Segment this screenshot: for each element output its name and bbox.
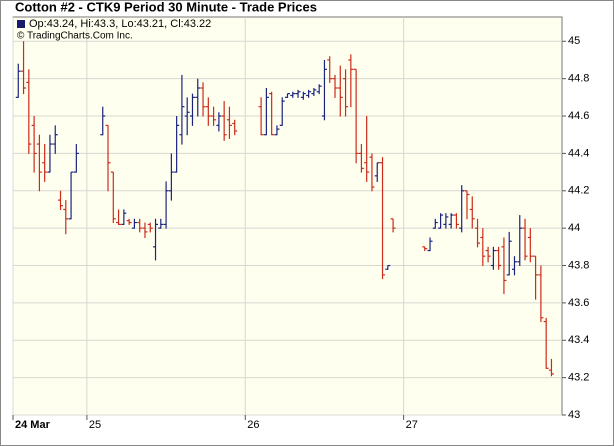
y-tick-label: 43.8 (568, 259, 589, 271)
plot-area (12, 16, 563, 416)
y-tick-label: 43 (568, 409, 580, 421)
x-tick-label: 27 (406, 419, 418, 431)
y-tick-label: 44.6 (568, 110, 589, 122)
y-tick-label: 44 (568, 222, 580, 234)
x-tick-label: 25 (89, 419, 101, 431)
copyright: © TradingCharts.Com Inc. (17, 31, 133, 42)
y-tick-label: 44.2 (568, 185, 589, 197)
y-tick-label: 44.8 (568, 73, 589, 85)
y-tick-label: 44.4 (568, 147, 589, 159)
y-tick-label: 43.6 (568, 297, 589, 309)
y-tick-label: 45 (568, 35, 580, 47)
x-tick-label: 24 Mar (15, 419, 51, 431)
x-tick-label: 26 (247, 419, 259, 431)
legend-text: Op:43.24, Hi:43.3, Lo:43.21, Cl:43.22 (29, 18, 211, 30)
y-tick-label: 43.2 (568, 372, 589, 384)
y-tick-label: 43.4 (568, 334, 589, 346)
legend-swatch (17, 20, 25, 28)
chart-title: Cotton #2 - CTK9 Period 30 Minute - Trad… (15, 0, 317, 14)
